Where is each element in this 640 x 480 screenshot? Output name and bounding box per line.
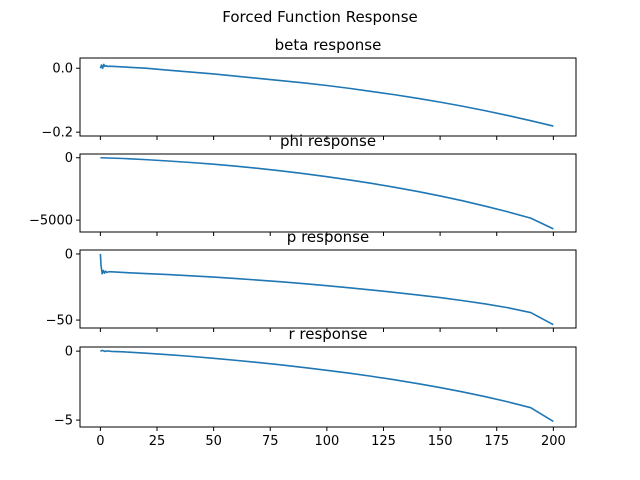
beta-response-ytick-label: −0.2	[41, 126, 73, 141]
p-response-series-line	[99, 253, 554, 326]
p-response-subplot: p response 0 −50	[46, 228, 577, 332]
phi-response-series-line	[100, 156, 554, 230]
r-response-xtick-label: 125	[371, 434, 396, 449]
p-response-axes-frame	[79, 249, 577, 329]
p-response-title: p response	[287, 228, 369, 246]
r-response-xtick-label: 50	[205, 434, 222, 449]
phi-response-ytick-label: −5000	[29, 214, 73, 229]
beta-response-title: beta response	[275, 36, 382, 54]
phi-response-ytick-label: 0	[65, 151, 73, 166]
r-response-series-line	[100, 349, 554, 423]
r-response-xtick-label: 175	[484, 434, 509, 449]
figure-suptitle: Forced Function Response	[222, 8, 417, 26]
r-response-xtick-label: 150	[428, 434, 453, 449]
r-response-title: r response	[288, 325, 367, 343]
phi-response-subplot: phi response 0 −5000	[29, 132, 577, 236]
phi-response-title: phi response	[280, 132, 376, 150]
beta-response-axes-frame	[79, 57, 577, 137]
phi-response-axes-frame	[79, 153, 577, 233]
r-response-xtick-label: 200	[541, 434, 566, 449]
r-response-xtick-label: 75	[262, 434, 279, 449]
r-response-xtick-label: 100	[314, 434, 339, 449]
p-response-ytick-label: −50	[46, 314, 73, 329]
beta-response-ytick-label: 0.0	[52, 62, 73, 77]
r-response-ytick-label: 0	[65, 345, 73, 360]
r-response-subplot: r response 0 −5 0 25 50 75 100 125 150 175 200	[54, 325, 577, 449]
r-response-ytick-label: −5	[54, 414, 73, 429]
beta-response-series-line	[99, 63, 554, 127]
beta-response-subplot: beta response 0.0 −0.2	[41, 36, 577, 141]
p-response-ytick-label: 0	[65, 247, 73, 262]
r-response-xtick-label: 25	[149, 434, 166, 449]
r-response-xtick-label: 0	[96, 434, 104, 449]
r-response-axes-frame	[79, 346, 577, 428]
